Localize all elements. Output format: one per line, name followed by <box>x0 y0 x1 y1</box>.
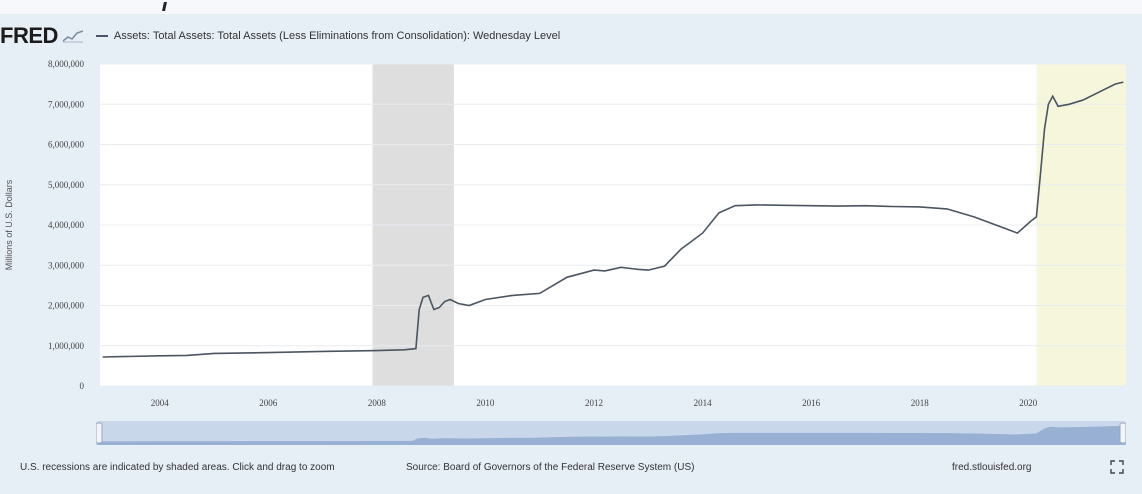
navigator-right-handle[interactable] <box>1119 422 1126 444</box>
legend-line-icon <box>95 35 108 37</box>
x-tick-label: 2012 <box>585 398 603 408</box>
y-axis-label: Millions of U.S. Dollars <box>4 179 14 270</box>
x-tick-label: 2020 <box>1019 398 1038 408</box>
y-tick-label: 8,000,000 <box>48 59 85 69</box>
y-tick-label: 6,000,000 <box>48 140 85 150</box>
x-tick-label: 2014 <box>694 398 713 408</box>
chart-header: FRED Assets: Total Assets: Total Assets … <box>0 20 560 52</box>
range-navigator[interactable] <box>96 421 1126 445</box>
fred-link[interactable]: fred.stlouisfed.org <box>952 462 1032 473</box>
navigator-left-handle[interactable] <box>96 422 103 444</box>
y-tick-label: 2,000,000 <box>48 301 85 311</box>
x-tick-label: 2004 <box>151 398 170 408</box>
x-tick-label: 2010 <box>476 398 495 408</box>
y-tick-label: 4,000,000 <box>48 220 85 230</box>
y-tick-label: 0 <box>80 381 85 391</box>
x-tick-label: 2008 <box>368 398 387 408</box>
navigator-series-fill <box>96 426 1126 445</box>
fred-logo-chart-icon <box>62 30 84 43</box>
series-title[interactable]: Assets: Total Assets: Total Assets (Less… <box>113 30 561 42</box>
y-tick-label: 5,000,000 <box>48 180 85 190</box>
x-tick-label: 2006 <box>259 398 278 408</box>
x-tick-label: 2016 <box>802 398 821 408</box>
y-tick-label: 1,000,000 <box>48 341 85 351</box>
x-tick-label: 2018 <box>911 398 930 408</box>
fred-logo[interactable]: FRED <box>0 23 58 48</box>
source-note: Source: Board of Governors of the Federa… <box>406 462 695 473</box>
chart-footer: U.S. recessions are indicated by shaded … <box>0 460 1142 480</box>
series-line <box>102 81 1124 358</box>
recession-note: U.S. recessions are indicated by shaded … <box>20 462 335 473</box>
y-tick-label: 7,000,000 <box>48 99 85 109</box>
top-browser-strip <box>0 0 1142 14</box>
y-tick-label: 3,000,000 <box>48 260 85 270</box>
line-chart[interactable]: 0 1,000,000 2,000,000 3,000,000 4,000,000 5,0… <box>0 52 1142 416</box>
fullscreen-icon[interactable] <box>1110 460 1124 474</box>
